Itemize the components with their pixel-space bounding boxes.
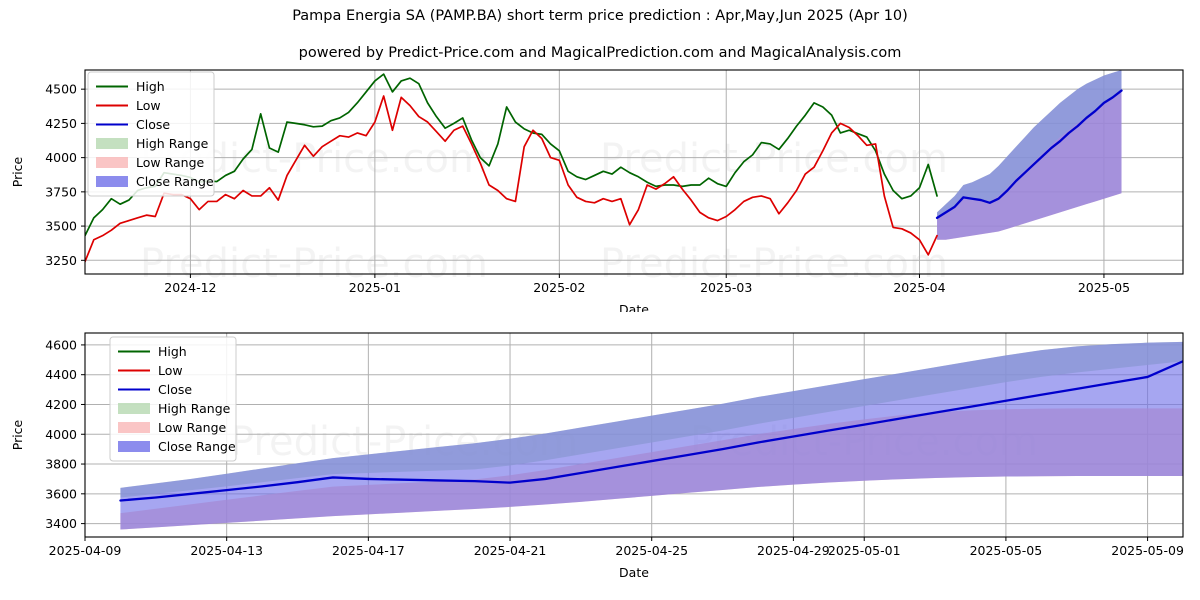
band-close-range bbox=[937, 70, 1122, 240]
svg-text:2025-05-09: 2025-05-09 bbox=[1111, 543, 1184, 558]
legend-swatch-close-range bbox=[96, 176, 128, 187]
legend-label-close-range: Close Range bbox=[136, 174, 214, 189]
x-axis-ticks: 2025-04-09 2025-04-13 2025-04-17 2025-04-21… bbox=[49, 537, 1184, 558]
svg-text:3400: 3400 bbox=[45, 516, 77, 531]
legend-label-low: Low bbox=[158, 363, 183, 378]
series-high bbox=[85, 73, 938, 237]
svg-text:2025-04-13: 2025-04-13 bbox=[190, 543, 263, 558]
watermark: Predict-Price.com Predict-Price.com Predic… bbox=[140, 136, 948, 287]
svg-text:2025-05-05: 2025-05-05 bbox=[970, 543, 1043, 558]
svg-text:2025-04: 2025-04 bbox=[893, 280, 945, 295]
page-title: Pampa Energia SA (PAMP.BA) short term pr… bbox=[292, 8, 908, 24]
svg-text:4400: 4400 bbox=[45, 367, 77, 382]
plot-border bbox=[84, 332, 1184, 538]
page-subtitle: powered by Predict-Price.com and Magical… bbox=[298, 45, 902, 61]
svg-text:2025-04-25: 2025-04-25 bbox=[615, 543, 688, 558]
legend-label-high-range: High Range bbox=[136, 136, 209, 151]
legend-label-high-range: High Range bbox=[158, 401, 231, 416]
svg-text:4600: 4600 bbox=[45, 337, 77, 352]
svg-text:2025-04-29: 2025-04-29 bbox=[757, 543, 830, 558]
x-axis-label: Date bbox=[619, 565, 649, 580]
y-axis-ticks: 3250 3500 3750 4000 4250 4500 bbox=[45, 82, 85, 268]
legend-swatch-high-range bbox=[96, 138, 128, 149]
y-axis-label: Price bbox=[10, 419, 25, 450]
x-axis-ticks: 2024-12 2025-01 2025-02 2025-03 2025-04 2025-… bbox=[164, 274, 1130, 295]
legend-label-close: Close bbox=[158, 382, 192, 397]
legend-label-low-range: Low Range bbox=[158, 420, 227, 435]
svg-text:3750: 3750 bbox=[45, 184, 77, 199]
svg-text:2025-01: 2025-01 bbox=[349, 280, 401, 295]
legend-label-high: High bbox=[136, 79, 165, 94]
svg-text:4250: 4250 bbox=[45, 116, 77, 131]
legend-swatch-low-range bbox=[118, 422, 150, 433]
svg-text:Predict-Price.com: Predict-Price.com bbox=[600, 136, 948, 182]
legend-swatch-low-range bbox=[96, 157, 128, 168]
svg-text:3500: 3500 bbox=[45, 219, 77, 234]
svg-text:2025-05-01: 2025-05-01 bbox=[828, 543, 901, 558]
plot-border bbox=[84, 69, 1184, 275]
legend-swatch-close-range bbox=[118, 441, 150, 452]
svg-text:2025-05: 2025-05 bbox=[1078, 280, 1130, 295]
legend-label-close-range: Close Range bbox=[158, 439, 236, 454]
series-low bbox=[85, 95, 938, 263]
legend-label-high: High bbox=[158, 344, 187, 359]
svg-text:3800: 3800 bbox=[45, 457, 77, 472]
svg-text:2025-02: 2025-02 bbox=[533, 280, 585, 295]
series-close bbox=[119, 360, 1183, 502]
x-axis-label: Date bbox=[619, 302, 649, 312]
series-close bbox=[935, 89, 1123, 220]
svg-text:4200: 4200 bbox=[45, 397, 77, 412]
svg-text:4500: 4500 bbox=[45, 82, 77, 97]
band-close-range bbox=[120, 341, 1183, 530]
legend: High Low Close High Range Low Range Close Ran… bbox=[87, 71, 215, 197]
legend-swatch-high-range bbox=[118, 403, 150, 414]
svg-text:2024-12: 2024-12 bbox=[164, 280, 216, 295]
svg-text:2025-04-17: 2025-04-17 bbox=[332, 543, 405, 558]
legend: High Low Close High Range Low Range Close Ran… bbox=[109, 336, 237, 462]
svg-text:3600: 3600 bbox=[45, 486, 77, 501]
gridlines bbox=[85, 70, 1183, 274]
overview-chart: Predict-Price.com Predict-Price.com Predic… bbox=[10, 69, 1184, 312]
legend-label-low-range: Low Range bbox=[136, 155, 205, 170]
svg-text:Predict-Price.com: Predict-Price.com bbox=[140, 241, 488, 287]
svg-text:4000: 4000 bbox=[45, 150, 77, 165]
svg-text:2025-03: 2025-03 bbox=[700, 280, 752, 295]
legend-label-close: Close bbox=[136, 117, 170, 132]
svg-text:4000: 4000 bbox=[45, 427, 77, 442]
svg-text:Predict-Price.com: Predict-Price.com bbox=[600, 241, 948, 287]
detail-chart: Predict-Price.comPredict-Price.com340036… bbox=[10, 332, 1184, 580]
y-axis-ticks: 3400 3600 3800 4000 4200 4400 4600 bbox=[45, 337, 85, 531]
legend-label-low: Low bbox=[136, 98, 161, 113]
svg-text:2025-04-21: 2025-04-21 bbox=[474, 543, 547, 558]
y-axis-label: Price bbox=[10, 156, 25, 187]
svg-text:3250: 3250 bbox=[45, 253, 77, 268]
svg-text:2025-04-09: 2025-04-09 bbox=[49, 543, 122, 558]
